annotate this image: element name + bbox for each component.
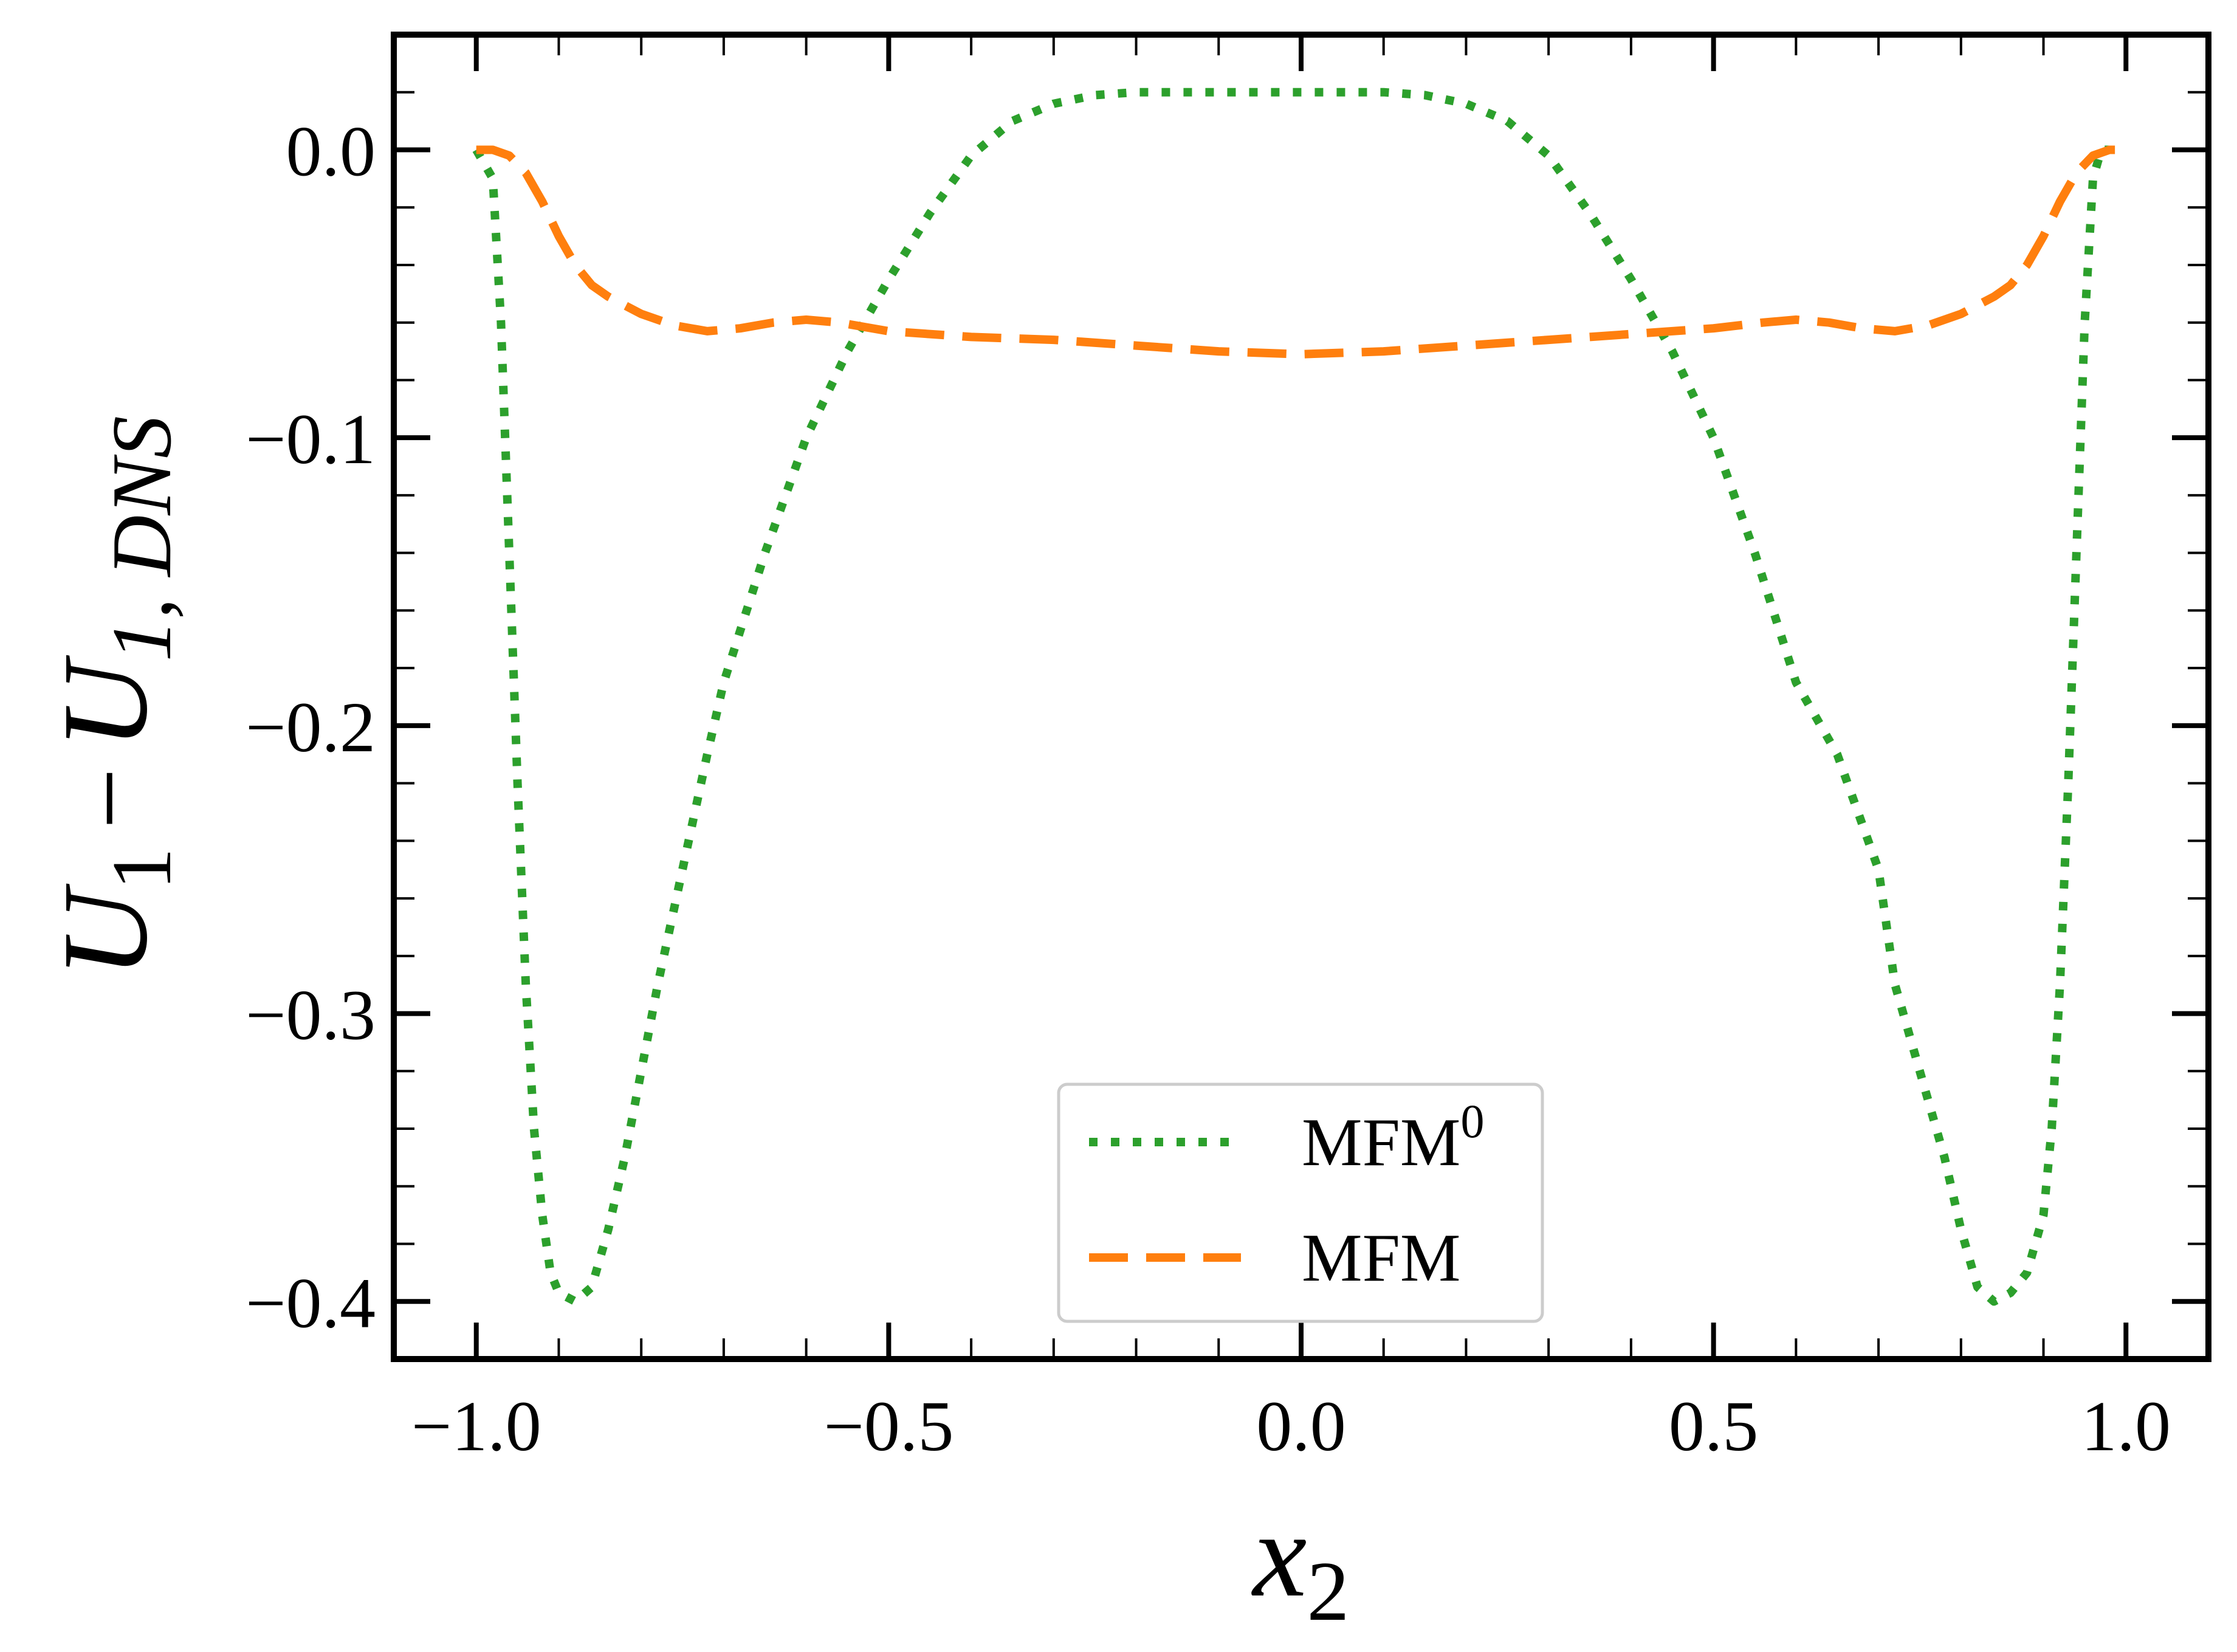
legend-label-mfm0-sup: 0 <box>1460 1095 1484 1148</box>
ticks-layer <box>394 35 2208 1359</box>
y-tick-label: −0.2 <box>246 687 376 767</box>
y-tick-label: −0.4 <box>246 1263 376 1343</box>
tick-labels: −1.0 −0.5 0.0 0.5 1.0 0.0 −0.1 −0.2 −0.3 −0.4 <box>246 111 2171 1466</box>
legend-label-mfm0: MFM0 <box>1302 1095 1484 1180</box>
legend-label-mfm-base: MFM <box>1302 1220 1460 1296</box>
y-tick-label: −0.1 <box>246 399 376 479</box>
x-axis-label: x2 <box>1251 1488 1350 1639</box>
y-axis-label-base: U <box>38 883 173 978</box>
y-axis-label-base2: U <box>38 655 173 749</box>
x-tick-label: 0.0 <box>1256 1386 1346 1466</box>
series-layer <box>472 88 2126 1306</box>
x-tick-label: −1.0 <box>411 1386 541 1466</box>
legend-label-mfm: MFM <box>1302 1220 1460 1296</box>
plot-frame <box>391 32 2211 1362</box>
x-tick-label: 0.5 <box>1669 1386 1759 1466</box>
y-axis-label-sub2: 1, DNS <box>95 416 189 661</box>
y-axis-label: U1−U1, DNS <box>38 416 189 978</box>
y-tick-label: −0.3 <box>246 976 376 1055</box>
x-tick-label: −0.5 <box>823 1386 954 1466</box>
x-tick-label: 1.0 <box>2081 1386 2171 1466</box>
series-line-mfm0 <box>472 88 2126 1306</box>
legend: MFM0 MFM <box>1057 1082 1544 1323</box>
series-line-mfm <box>476 145 2126 359</box>
x-axis-label-sub: 2 <box>1307 1544 1349 1639</box>
y-axis-label-minus: − <box>49 768 170 830</box>
x-axis-label-base: x <box>1251 1488 1307 1622</box>
legend-label-mfm0-base: MFM <box>1302 1105 1460 1180</box>
y-tick-label: 0.0 <box>286 111 376 191</box>
y-axis-label-sub1: 1 <box>95 848 189 890</box>
